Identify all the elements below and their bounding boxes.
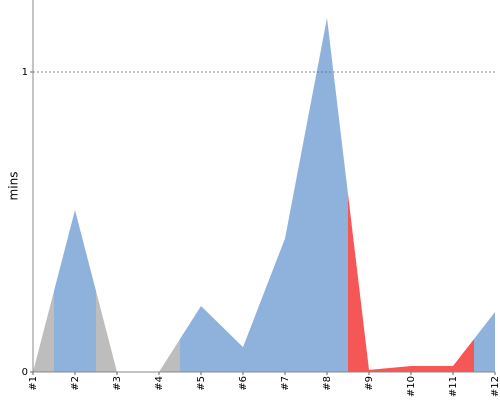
x-tick-label: #10 xyxy=(406,376,417,397)
x-tick-label: #7 xyxy=(280,376,291,391)
x-tick-label: #2 xyxy=(70,376,81,391)
area-segment xyxy=(96,291,138,372)
x-tick-label: #9 xyxy=(364,376,375,391)
area-segment xyxy=(54,210,96,372)
x-tick-label: #5 xyxy=(196,376,207,391)
area-segment xyxy=(180,306,222,372)
area-segment xyxy=(33,291,54,372)
area-segment xyxy=(264,128,306,372)
area-segment xyxy=(222,292,264,372)
area-segment xyxy=(432,339,474,372)
area-segment xyxy=(138,339,180,372)
area-segment xyxy=(390,366,432,372)
x-tick-label: #4 xyxy=(154,376,165,391)
x-tick-label: #12 xyxy=(490,376,500,397)
x-tick-label: #1 xyxy=(28,376,39,391)
area-segment xyxy=(348,193,390,372)
area-segment xyxy=(306,18,348,372)
y-axis-label: mins xyxy=(7,172,21,201)
x-tick-label: #11 xyxy=(448,376,459,397)
x-tick-label: #8 xyxy=(322,376,333,391)
y-tick-label: 1 xyxy=(22,67,28,78)
x-tick-label: #3 xyxy=(112,376,123,391)
x-tick-label: #6 xyxy=(238,376,249,391)
y-tick-label: 0 xyxy=(22,367,28,378)
area-segment xyxy=(474,312,495,372)
